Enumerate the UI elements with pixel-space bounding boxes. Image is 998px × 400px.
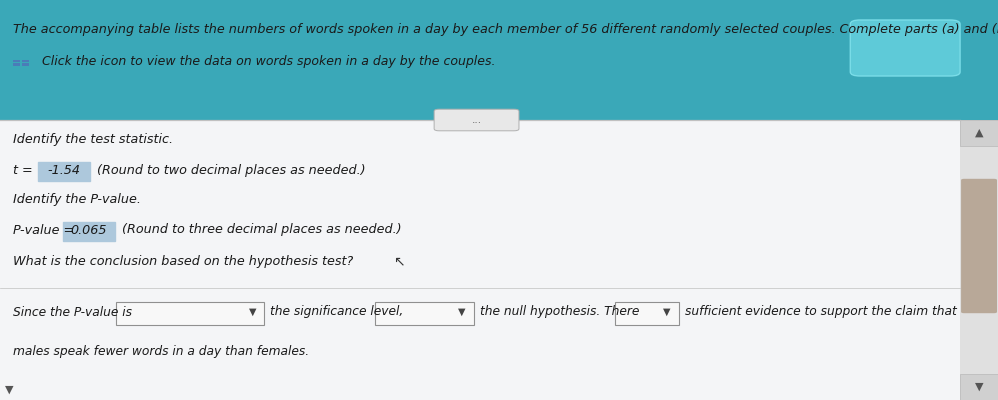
Text: ↖: ↖ [393, 254, 405, 268]
Text: What is the conclusion based on the hypothesis test?: What is the conclusion based on the hypo… [13, 256, 353, 268]
FancyBboxPatch shape [961, 179, 997, 313]
FancyBboxPatch shape [22, 63, 29, 66]
FancyBboxPatch shape [615, 302, 679, 325]
Text: 0.065: 0.065 [71, 224, 107, 236]
Text: Identify the test statistic.: Identify the test statistic. [13, 134, 173, 146]
FancyBboxPatch shape [850, 20, 960, 76]
Text: The accompanying table lists the numbers of words spoken in a day by each member: The accompanying table lists the numbers… [13, 24, 998, 36]
Text: ▼: ▼ [458, 307, 466, 317]
FancyBboxPatch shape [960, 120, 998, 400]
Text: Click the icon to view the data on words spoken in a day by the couples.: Click the icon to view the data on words… [42, 55, 495, 68]
Text: (Round to two decimal places as needed.): (Round to two decimal places as needed.) [97, 164, 365, 176]
FancyBboxPatch shape [960, 374, 998, 400]
Text: the significance level,: the significance level, [270, 306, 404, 318]
Text: ▲: ▲ [975, 128, 983, 138]
Text: ▼: ▼ [5, 385, 14, 395]
Text: ▼: ▼ [249, 307, 256, 317]
FancyBboxPatch shape [13, 63, 20, 66]
Text: the null hypothesis. There: the null hypothesis. There [480, 306, 640, 318]
FancyBboxPatch shape [13, 60, 20, 62]
Text: -1.54: -1.54 [47, 164, 81, 176]
Text: Since the P-value is: Since the P-value is [13, 306, 132, 318]
Text: sufficient evidence to support the claim that: sufficient evidence to support the claim… [685, 306, 956, 318]
FancyBboxPatch shape [375, 302, 474, 325]
Text: Identify the P-value.: Identify the P-value. [13, 194, 141, 206]
FancyBboxPatch shape [63, 222, 115, 241]
Text: t =: t = [13, 164, 33, 176]
FancyBboxPatch shape [22, 60, 29, 62]
Text: ...: ... [472, 115, 482, 125]
Text: (Round to three decimal places as needed.): (Round to three decimal places as needed… [122, 224, 401, 236]
FancyBboxPatch shape [960, 120, 998, 146]
FancyBboxPatch shape [38, 162, 90, 181]
FancyBboxPatch shape [116, 302, 264, 325]
Text: ▼: ▼ [663, 307, 671, 317]
Text: P-value =: P-value = [13, 224, 74, 236]
Text: males speak fewer words in a day than females.: males speak fewer words in a day than fe… [13, 346, 309, 358]
FancyBboxPatch shape [0, 120, 960, 400]
FancyBboxPatch shape [0, 0, 998, 120]
FancyBboxPatch shape [434, 109, 519, 131]
Text: ▼: ▼ [975, 382, 983, 392]
